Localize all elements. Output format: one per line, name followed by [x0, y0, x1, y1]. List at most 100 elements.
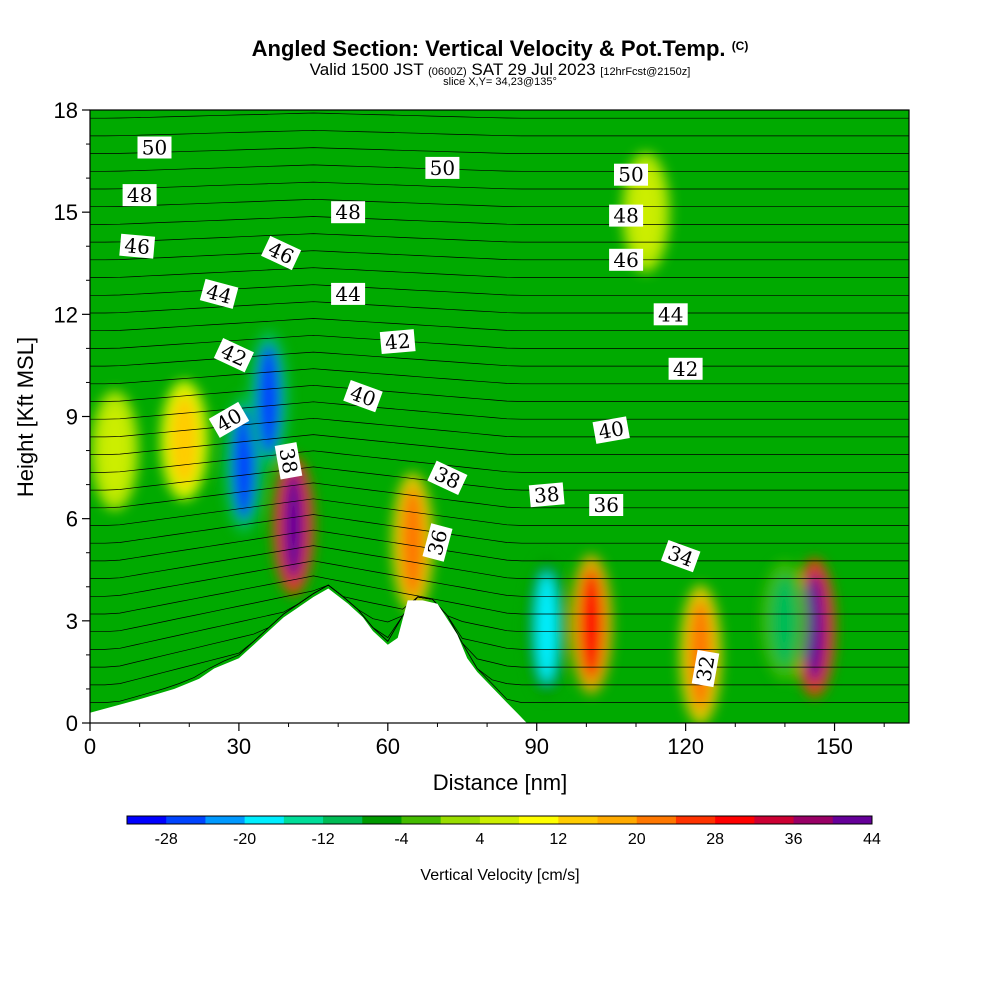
y-axis-label: Height [Kft MSL] — [13, 337, 38, 497]
theta-label: 36 — [422, 523, 453, 562]
velocity-cell — [282, 470, 305, 581]
theta-contour-line — [90, 514, 909, 544]
theta-contour-line — [90, 198, 909, 208]
colorbar-swatch — [558, 816, 599, 824]
velocity-cell — [803, 572, 826, 683]
theta-contour-line — [90, 584, 909, 650]
theta-label-box — [609, 204, 644, 227]
colorbar-swatch — [401, 816, 442, 824]
theta-label-box — [528, 482, 565, 508]
velocity-cell — [631, 167, 660, 258]
velocity-cell — [770, 575, 799, 666]
theta-contour-line — [90, 368, 909, 385]
theta-label-box — [331, 201, 366, 224]
colorbar-frame — [126, 815, 873, 825]
velocity-cell — [535, 572, 558, 683]
colorbar-tick-label: 12 — [549, 831, 567, 848]
theta-label-box — [660, 539, 701, 573]
theta-label: 36 — [589, 493, 624, 517]
theta-label: 46 — [119, 233, 156, 259]
theta-label-box — [208, 401, 250, 438]
theta-label: 50 — [137, 136, 172, 160]
x-tick-label: 60 — [376, 734, 400, 759]
theta-label-box — [213, 338, 254, 373]
theta-contour-line — [90, 584, 909, 686]
theta-contour-line — [90, 384, 909, 402]
colorbar-tick-label: -20 — [233, 831, 256, 848]
theta-label-box — [592, 416, 630, 444]
theta-label-text: 46 — [123, 233, 150, 259]
theta-contour-line — [90, 482, 909, 509]
x-axis-label: Distance [nm] — [433, 770, 568, 795]
theta-contour-line — [90, 318, 909, 332]
chart-subtitle: Valid 1500 JST (0600Z) SAT 29 Jul 2023 [… — [309, 60, 691, 79]
copyright-mark: (C) — [731, 39, 749, 53]
theta-contour-line — [90, 129, 909, 137]
theta-contour-line — [90, 267, 909, 278]
theta-label-text: 42 — [384, 329, 411, 355]
colorbar-swatch — [205, 816, 246, 824]
theta-label-text: 44 — [335, 282, 360, 306]
colorbar-tick-label: 44 — [863, 831, 881, 848]
theta-contour-line — [90, 584, 909, 703]
colorbar-swatch — [166, 816, 206, 824]
colorbar-swatch — [636, 816, 677, 824]
velocity-cell — [401, 487, 424, 598]
x-tick-label: 150 — [816, 734, 853, 759]
colorbar-swatch — [715, 816, 755, 824]
theta-label: 50 — [425, 156, 460, 180]
chart-slice-info: slice X,Y= 34,23@135° — [443, 76, 557, 88]
theta-label-box — [379, 329, 416, 355]
theta-label-text: 38 — [274, 446, 302, 475]
theta-contour-line — [90, 575, 909, 615]
theta-label-box — [422, 523, 453, 562]
colorbar-swatch — [244, 816, 285, 824]
colorbar-swatch — [362, 816, 402, 824]
theta-contour-line — [90, 560, 909, 597]
theta-contour-line — [90, 466, 909, 491]
theta-contour-line — [90, 450, 909, 473]
theta-label-text: 50 — [430, 156, 455, 180]
theta-label: 42 — [668, 357, 703, 381]
colorbar-tick-label: -12 — [311, 831, 334, 848]
theta-label-box — [274, 442, 303, 480]
theta-label-box — [331, 282, 366, 305]
theta-label: 48 — [331, 200, 366, 224]
theta-contour-line — [90, 250, 909, 261]
theta-label: 38 — [528, 482, 565, 508]
y-tick-label: 0 — [66, 711, 78, 736]
theta-label-text: 48 — [335, 200, 360, 224]
colorbar-tick-label: -4 — [394, 831, 408, 848]
theta-label-text: 36 — [593, 493, 618, 517]
colorbar-swatch — [793, 816, 834, 824]
theta-label: 48 — [122, 183, 157, 207]
theta-contour-line — [90, 498, 909, 526]
theta-label-box — [119, 233, 156, 259]
theta-label-text: 32 — [691, 654, 719, 683]
x-tick-label: 0 — [84, 734, 96, 759]
theta-contour-line — [90, 529, 909, 562]
colorbar-tick-label: 28 — [706, 831, 724, 848]
colorbar-label: Vertical Velocity [cm/s] — [420, 867, 579, 884]
terrain-profile — [90, 588, 909, 723]
theta-label-box — [122, 184, 157, 207]
theta-label-text: 44 — [658, 302, 683, 326]
theta-label: 44 — [331, 282, 366, 306]
colorbar-swatch — [597, 816, 638, 824]
theta-label-text: 50 — [142, 136, 167, 160]
theta-label-box — [427, 460, 468, 495]
theta-label: 44 — [653, 302, 688, 326]
theta-contours — [90, 112, 909, 703]
chart-title: Angled Section: Vertical Velocity & Pot.… — [251, 36, 749, 61]
colorbar-swatch — [440, 816, 481, 824]
theta-label-text: 38 — [533, 482, 560, 508]
theta-label: 50 — [614, 163, 648, 187]
colorbar-swatch — [127, 816, 167, 824]
colorbar-swatch — [519, 816, 559, 824]
colorbar-swatch — [832, 816, 873, 824]
velocity-cell — [100, 405, 129, 496]
colorbar-tick-label: 4 — [475, 831, 484, 848]
theta-contour-line — [90, 112, 909, 119]
velocity-cell — [257, 344, 280, 455]
theta-label: 34 — [660, 539, 701, 573]
